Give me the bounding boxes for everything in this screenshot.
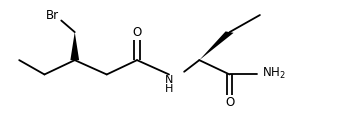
Text: O: O xyxy=(132,26,142,39)
Polygon shape xyxy=(70,32,79,60)
Text: NH$_2$: NH$_2$ xyxy=(262,66,285,81)
Text: O: O xyxy=(225,96,234,109)
Polygon shape xyxy=(199,31,234,60)
Text: N
H: N H xyxy=(165,75,173,94)
Text: Br: Br xyxy=(46,9,59,22)
